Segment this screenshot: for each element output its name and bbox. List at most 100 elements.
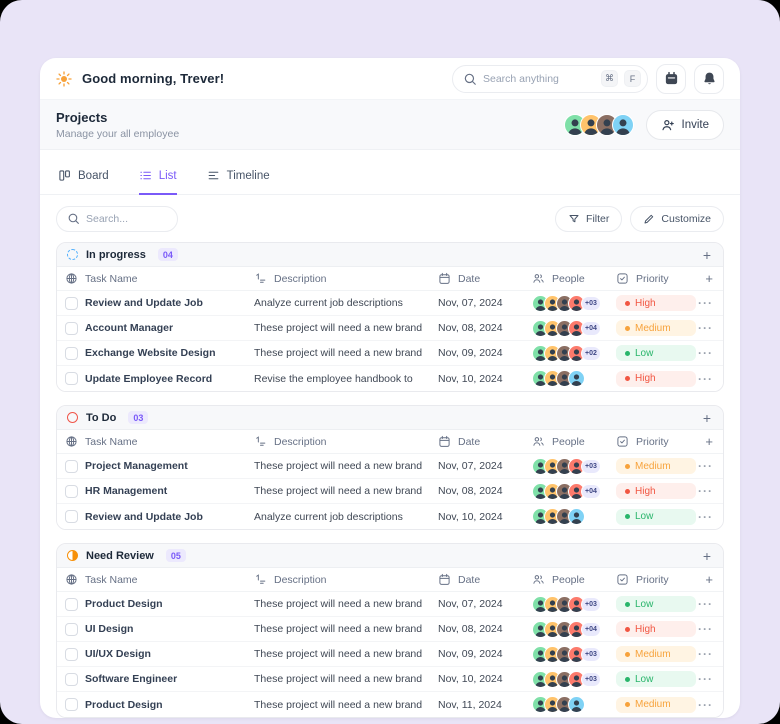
avatar-group[interactable]: +03	[532, 645, 616, 663]
task-checkbox[interactable]	[65, 672, 78, 686]
row-menu-button[interactable]: ···	[698, 459, 713, 473]
column-date[interactable]: Date	[438, 573, 532, 586]
avatar-group[interactable]: +03	[532, 595, 616, 613]
task-checkbox[interactable]	[65, 321, 78, 335]
task-row[interactable]: Product Design These project will need a…	[57, 692, 723, 717]
task-checkbox[interactable]	[65, 346, 78, 360]
task-date: Nov, 10, 2024	[438, 372, 503, 385]
task-row[interactable]: Product Design These project will need a…	[57, 592, 723, 617]
task-checkbox[interactable]	[65, 372, 78, 385]
task-checkbox[interactable]	[65, 296, 78, 310]
task-checkbox[interactable]	[65, 597, 78, 611]
row-menu-button[interactable]: ···	[698, 321, 713, 335]
avatar-group[interactable]: +03	[532, 670, 616, 688]
task-row[interactable]: Review and Update Job Analyze current jo…	[57, 504, 723, 529]
column-task-name[interactable]: Task Name	[65, 272, 254, 285]
task-checkbox[interactable]	[65, 647, 78, 661]
column-task-name[interactable]: Task Name	[65, 573, 254, 586]
task-checkbox[interactable]	[65, 622, 78, 636]
notifications-button[interactable]	[694, 63, 724, 94]
calendar-button[interactable]	[656, 63, 686, 94]
task-name: HR Management	[85, 485, 168, 497]
sections: In progress 04 + Task Name Description	[40, 242, 740, 718]
row-menu-button[interactable]: ···	[698, 697, 713, 712]
list-search-input[interactable]	[86, 212, 167, 225]
task-checkbox[interactable]	[65, 459, 78, 473]
avatar	[611, 113, 634, 136]
task-row[interactable]: UI Design These project will need a new …	[57, 617, 723, 642]
avatar-group[interactable]	[532, 508, 616, 525]
section-status-icon	[67, 412, 78, 423]
tab-board[interactable]: Board	[58, 169, 109, 195]
add-column-button[interactable]: +	[705, 572, 713, 587]
column-description[interactable]: Description	[254, 272, 438, 285]
avatar-group[interactable]	[532, 696, 616, 713]
column-people[interactable]: People	[532, 435, 616, 448]
avatar-group[interactable]	[532, 370, 616, 387]
invite-button[interactable]: Invite	[645, 109, 724, 140]
customize-button[interactable]: Customize	[630, 205, 724, 232]
column-description[interactable]: Description	[254, 435, 438, 448]
task-row[interactable]: Account Manager These project will need …	[57, 316, 723, 341]
avatar-group[interactable]: +02	[532, 344, 616, 362]
avatar-group[interactable]: +04	[532, 482, 616, 500]
task-checkbox[interactable]	[65, 698, 78, 711]
column-priority[interactable]: Priority	[616, 435, 696, 448]
priority-dot-icon	[625, 300, 630, 306]
column-people[interactable]: People	[532, 573, 616, 586]
row-menu-button[interactable]: ···	[698, 509, 713, 524]
row-menu-button[interactable]: ···	[698, 647, 713, 661]
row-menu-button[interactable]: ···	[698, 672, 713, 686]
column-priority[interactable]: Priority	[616, 573, 696, 586]
column-people[interactable]: People	[532, 272, 616, 285]
add-task-button[interactable]: +	[702, 246, 711, 263]
row-menu-button[interactable]: ···	[698, 371, 713, 386]
task-row[interactable]: HR Management These project will need a …	[57, 479, 723, 504]
tab-timeline[interactable]: Timeline	[207, 169, 270, 195]
row-menu-button[interactable]: ···	[698, 484, 713, 498]
global-search-input[interactable]	[483, 72, 595, 85]
filter-button[interactable]: Filter	[555, 205, 623, 232]
avatar-overflow-badge: +02	[581, 345, 601, 361]
add-column-button[interactable]: +	[705, 434, 713, 449]
column-date-label: Date	[458, 435, 481, 448]
task-row[interactable]: Software Engineer These project will nee…	[57, 667, 723, 692]
team-avatar-group[interactable]	[563, 113, 634, 136]
priority-dot-icon	[625, 350, 630, 356]
list-search[interactable]	[56, 205, 178, 232]
column-task-name[interactable]: Task Name	[65, 435, 254, 448]
add-task-button[interactable]: +	[702, 547, 711, 564]
task-row[interactable]: Exchange Website Design These project wi…	[57, 341, 723, 366]
row-menu-button[interactable]: ···	[698, 296, 713, 310]
priority-label: Low	[635, 673, 654, 685]
column-priority[interactable]: Priority	[616, 272, 696, 285]
row-menu-button[interactable]: ···	[698, 346, 713, 360]
avatar-overflow-badge: +03	[581, 596, 601, 612]
toolbar-actions: Filter Customize	[555, 205, 724, 232]
sun-icon	[56, 70, 72, 87]
add-column-button[interactable]: +	[705, 271, 713, 286]
task-checkbox[interactable]	[65, 484, 78, 498]
section-rows: Product Design These project will need a…	[57, 592, 723, 717]
row-menu-button[interactable]: ···	[698, 622, 713, 636]
tab-list[interactable]: List	[138, 169, 177, 195]
add-task-button[interactable]: +	[702, 409, 711, 426]
avatar-group[interactable]: +04	[532, 319, 616, 337]
task-row[interactable]: Review and Update Job Analyze current jo…	[57, 291, 723, 316]
task-row[interactable]: Project Management These project will ne…	[57, 454, 723, 479]
row-menu-button[interactable]: ···	[698, 597, 713, 611]
column-date[interactable]: Date	[438, 435, 532, 448]
avatar-group[interactable]: +03	[532, 457, 616, 475]
task-checkbox[interactable]	[65, 510, 78, 523]
column-description[interactable]: Description	[254, 573, 438, 586]
column-date[interactable]: Date	[438, 272, 532, 285]
avatar-group[interactable]: +03	[532, 294, 616, 312]
task-row[interactable]: UI/UX Design These project will need a n…	[57, 642, 723, 667]
sort-numbered-icon	[254, 573, 267, 586]
calendar-outline-icon	[438, 435, 451, 448]
column-people-label: People	[552, 435, 585, 448]
avatar	[568, 595, 585, 613]
avatar-group[interactable]: +04	[532, 620, 616, 638]
global-search[interactable]: ⌘ F	[452, 64, 648, 93]
task-row[interactable]: Update Employee Record Revise the employ…	[57, 366, 723, 391]
